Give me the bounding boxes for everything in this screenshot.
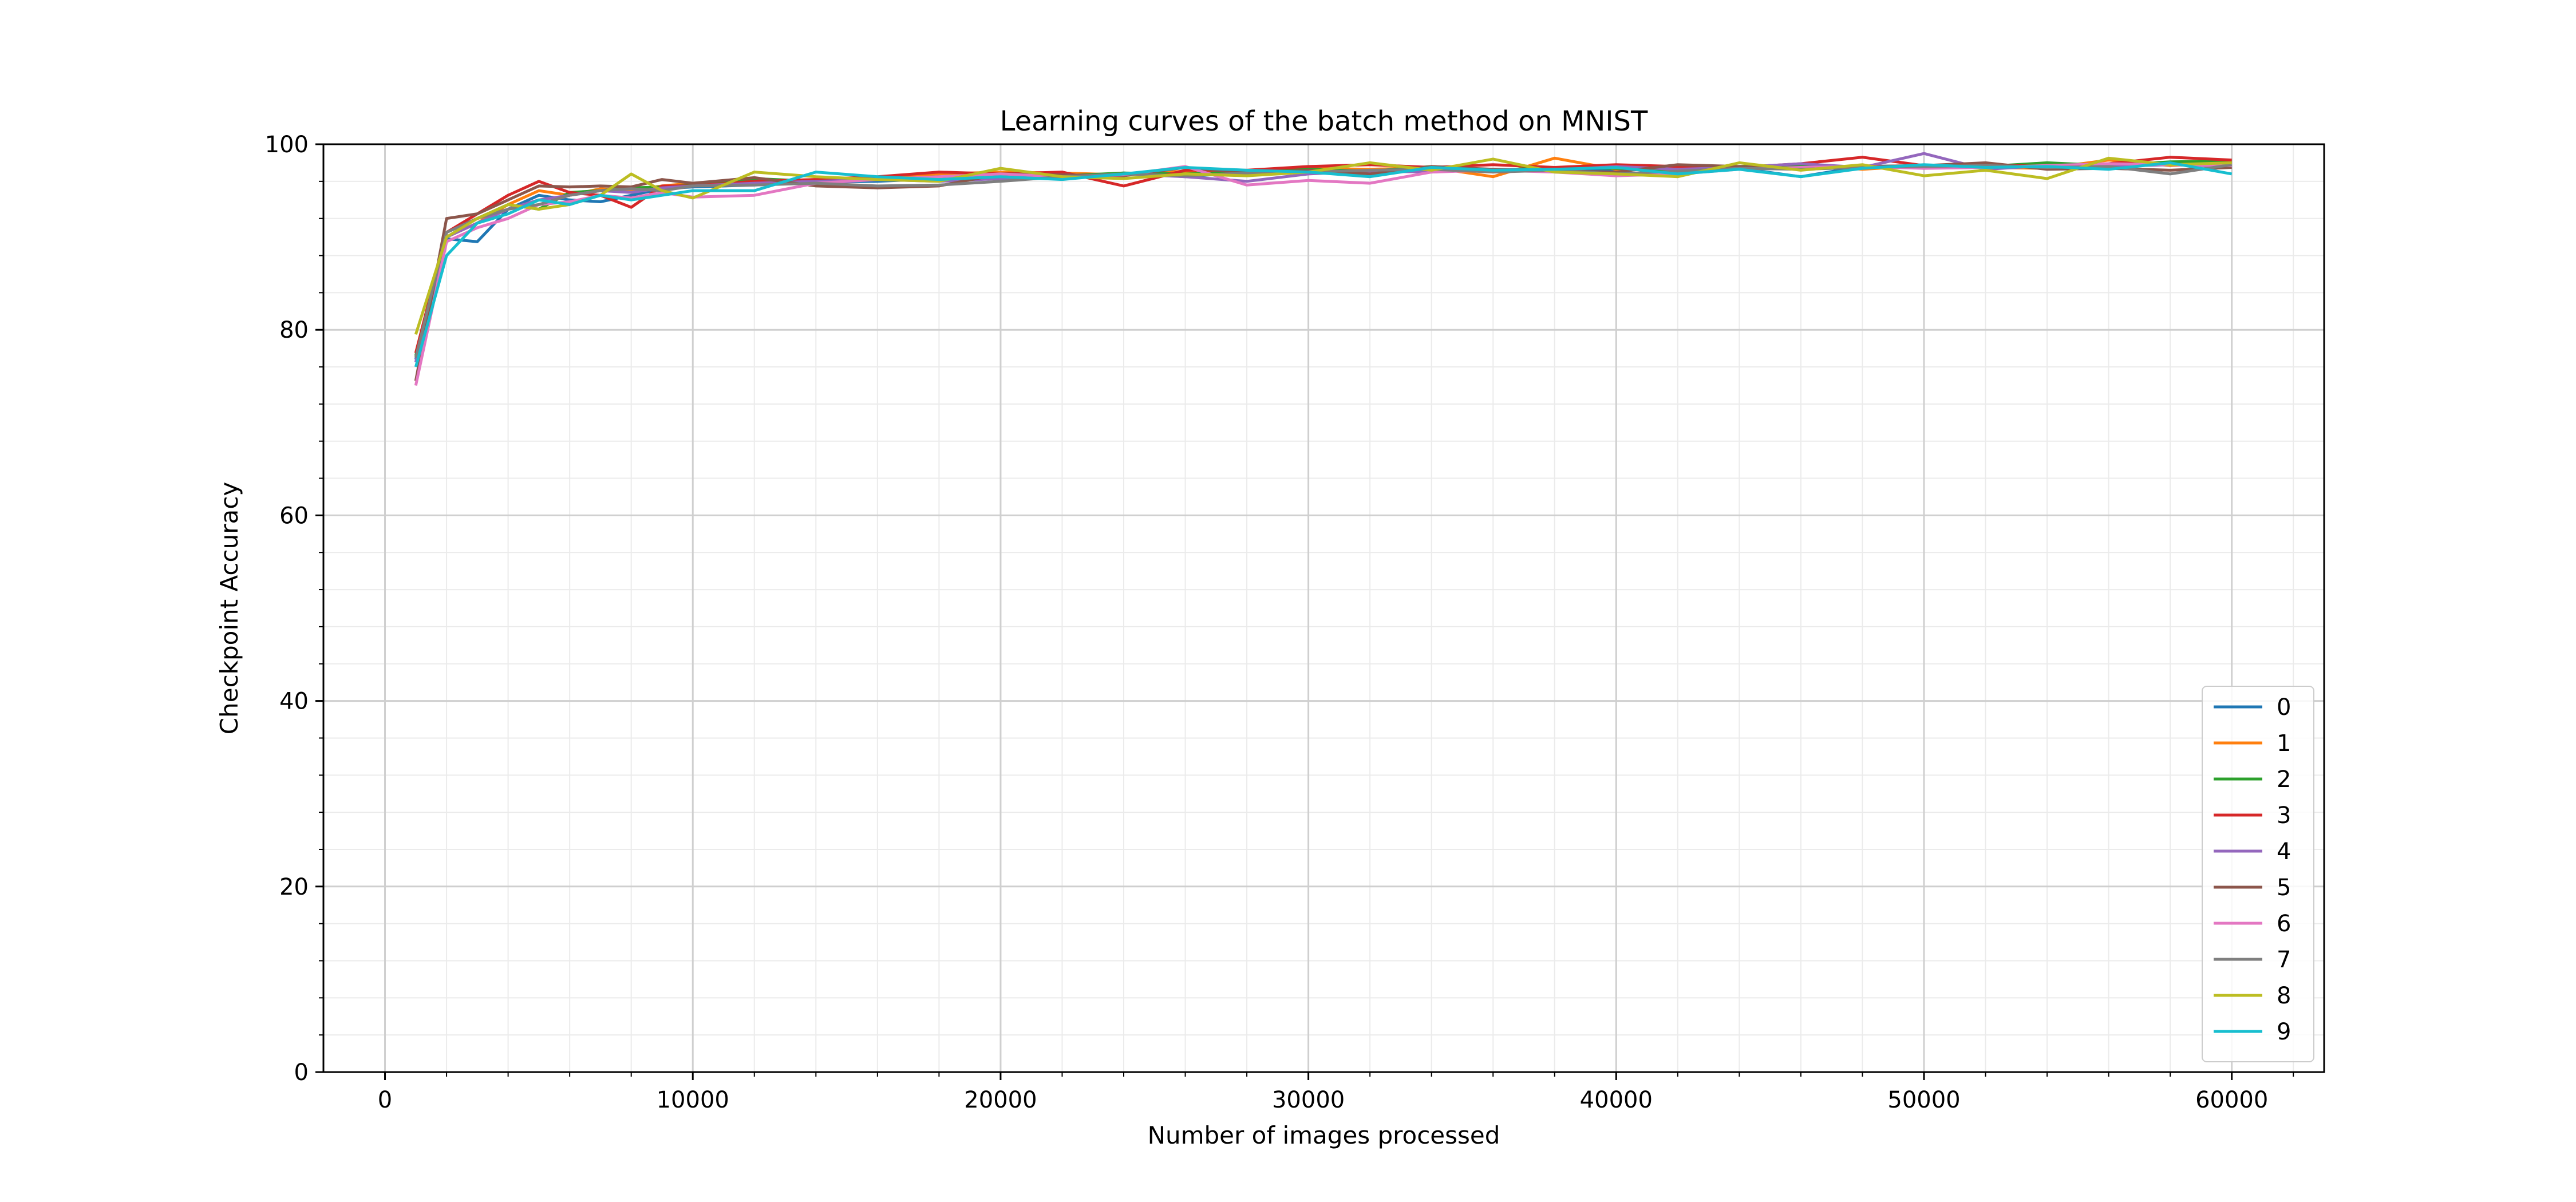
- y-tick-label: 40: [279, 689, 309, 715]
- series-layer: [414, 152, 2233, 386]
- x-tick-label: 30000: [1272, 1087, 1345, 1113]
- y-tick-label: 0: [294, 1059, 309, 1086]
- x-tick-label: 40000: [1580, 1087, 1653, 1113]
- legend-label-8: 8: [2277, 983, 2291, 1009]
- legend-label-7: 7: [2277, 947, 2291, 973]
- series-line-3: [414, 156, 2232, 354]
- legend-label-2: 2: [2277, 766, 2291, 793]
- y-tick-label: 80: [279, 317, 309, 343]
- x-axis-title: Number of images processed: [1148, 1121, 1500, 1149]
- x-tick-label: 60000: [2195, 1087, 2268, 1113]
- y-tick-label: 60: [279, 503, 309, 529]
- y-tick-label: 100: [265, 132, 309, 158]
- x-tick-label: 20000: [964, 1087, 1037, 1113]
- legend-label-9: 9: [2277, 1019, 2291, 1045]
- x-tick-label: 50000: [1887, 1087, 1960, 1113]
- legend-items: 0 1 2 3 4 5 6 7 8 9: [2214, 694, 2291, 1045]
- series-line-9: [414, 161, 2233, 367]
- minor-grid: [323, 144, 2324, 1072]
- y-tick-label: 20: [279, 874, 309, 900]
- legend-label-1: 1: [2277, 730, 2291, 757]
- x-tick-label: 0: [378, 1087, 392, 1113]
- legend-label-6: 6: [2277, 911, 2291, 937]
- x-tick-label: 10000: [657, 1087, 729, 1113]
- chart-title: Learning curves of the batch method on M…: [1000, 105, 1648, 137]
- legend: 0 1 2 3 4 5 6 7 8 9: [2202, 686, 2314, 1062]
- axis-ticks: 0 10000 20000 30000 40000 50000 60000020406080…: [265, 132, 2294, 1113]
- legend-label-4: 4: [2277, 839, 2291, 865]
- y-axis-title: Checkpoint Accuracy: [215, 482, 243, 734]
- legend-label-3: 3: [2277, 802, 2291, 829]
- plot-frame: [322, 143, 2325, 1073]
- legend-label-5: 5: [2277, 875, 2291, 901]
- legend-label-0: 0: [2277, 694, 2291, 721]
